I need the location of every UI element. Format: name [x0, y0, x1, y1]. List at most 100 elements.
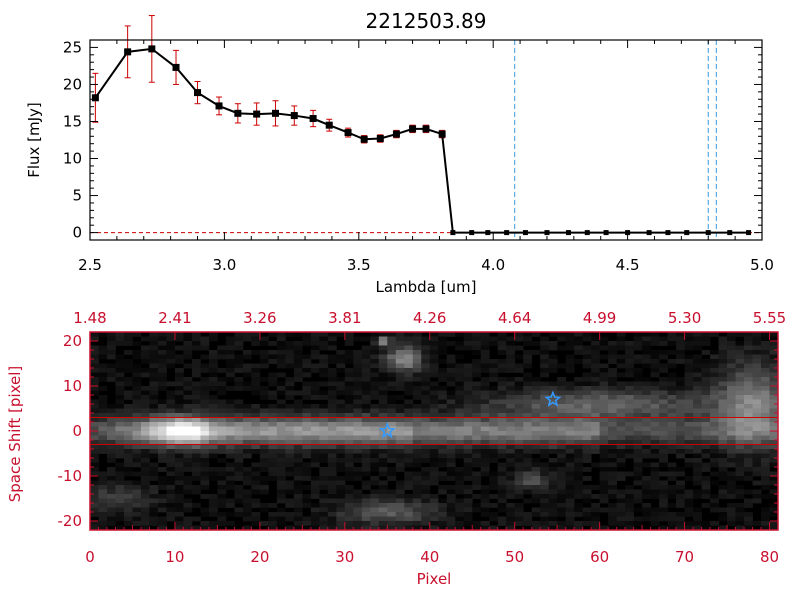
image-pixel	[327, 377, 337, 382]
image-pixel	[616, 521, 626, 526]
image-pixel	[650, 453, 660, 459]
image-pixel	[429, 503, 439, 508]
image-pixel	[106, 350, 116, 355]
image-pixel	[735, 417, 745, 423]
image-pixel	[463, 336, 473, 342]
image-pixel	[353, 354, 363, 360]
image-pixel	[242, 489, 252, 495]
image-pixel	[514, 503, 524, 508]
image-pixel	[319, 341, 329, 346]
image-pixel	[234, 449, 244, 454]
image-pixel	[557, 377, 567, 382]
image-pixel	[633, 345, 643, 351]
image-pixel	[208, 399, 218, 405]
image-pixel	[701, 417, 711, 423]
image-pixel	[565, 381, 575, 387]
image-pixel	[293, 431, 303, 436]
image-pixel	[140, 507, 150, 513]
image-pixel	[565, 431, 575, 436]
image-pixel	[684, 368, 694, 373]
image-pixel	[710, 431, 719, 436]
image-pixel	[769, 462, 779, 468]
image-pixel	[302, 426, 312, 432]
image-pixel	[98, 525, 108, 531]
image-pixel	[769, 413, 779, 418]
image-pixel	[625, 408, 634, 414]
data-point	[646, 230, 652, 236]
image-pixel	[310, 521, 320, 526]
image-pixel	[242, 408, 252, 414]
image-pixel	[200, 435, 210, 441]
image-x-label: Pixel	[417, 570, 452, 588]
image-pixel	[429, 453, 439, 459]
image-pixel	[659, 341, 668, 346]
image-pixel	[98, 354, 108, 360]
image-pixel	[387, 498, 397, 504]
image-pixel	[404, 426, 414, 432]
image-pixel	[242, 498, 252, 504]
image-pixel	[710, 413, 719, 418]
image-pixel	[489, 444, 499, 450]
image-pixel	[455, 498, 465, 504]
image-pixel	[548, 507, 558, 513]
image-pixel	[548, 521, 558, 526]
image-pixel	[387, 368, 397, 373]
image-pixel	[242, 494, 252, 499]
image-pixel	[174, 525, 184, 531]
image-pixel	[701, 426, 711, 432]
image-pixel	[769, 476, 779, 481]
image-pixel	[378, 404, 388, 409]
image-pixel	[208, 377, 218, 382]
image-pixel	[327, 435, 337, 441]
image-pixel	[752, 413, 762, 418]
image-pixel	[769, 345, 779, 351]
image-pixel	[183, 386, 193, 391]
image-pixel	[429, 431, 439, 436]
image-pixel	[591, 381, 601, 387]
image-pixel	[557, 525, 567, 531]
image-pixel	[174, 390, 184, 396]
image-pixel	[217, 431, 227, 436]
image-pixel	[591, 359, 601, 364]
image-pixel	[361, 381, 371, 387]
image-pixel	[421, 404, 431, 409]
image-pixel	[395, 422, 405, 427]
image-pixel	[455, 399, 465, 405]
image-pixel	[336, 480, 346, 486]
image-pixel	[157, 453, 167, 459]
image-pixel	[693, 408, 702, 414]
image-pixel	[285, 489, 295, 495]
image-pixel	[489, 368, 499, 373]
image-pixel	[744, 381, 753, 387]
image-pixel	[608, 507, 618, 513]
image-pixel	[174, 503, 184, 508]
image-pixel	[710, 417, 719, 423]
image-pixel	[531, 512, 541, 517]
image-pixel	[446, 503, 456, 508]
image-pixel	[404, 381, 414, 387]
image-pixel	[701, 377, 711, 382]
image-pixel	[132, 480, 142, 486]
image-pixel	[276, 404, 286, 409]
image-pixel	[744, 395, 753, 400]
image-pixel	[633, 422, 643, 427]
image-pixel	[693, 467, 702, 472]
spectrum-line	[94, 47, 749, 234]
image-pixel	[582, 498, 592, 504]
image-pixel	[676, 422, 685, 427]
image-pixel	[684, 422, 694, 427]
image-pixel	[565, 426, 575, 432]
image-pixel	[676, 449, 685, 454]
image-pixel	[302, 444, 312, 450]
image-pixel	[378, 336, 388, 342]
image-pixel	[582, 363, 592, 369]
image-pixel	[531, 489, 541, 495]
image-pixel	[574, 404, 584, 409]
image-pixel	[149, 399, 159, 405]
image-pixel	[242, 444, 252, 450]
image-pixel	[268, 381, 278, 387]
image-pixel	[319, 435, 329, 441]
image-pixel	[421, 341, 431, 346]
image-pixel	[455, 368, 465, 373]
image-pixel	[531, 521, 541, 526]
